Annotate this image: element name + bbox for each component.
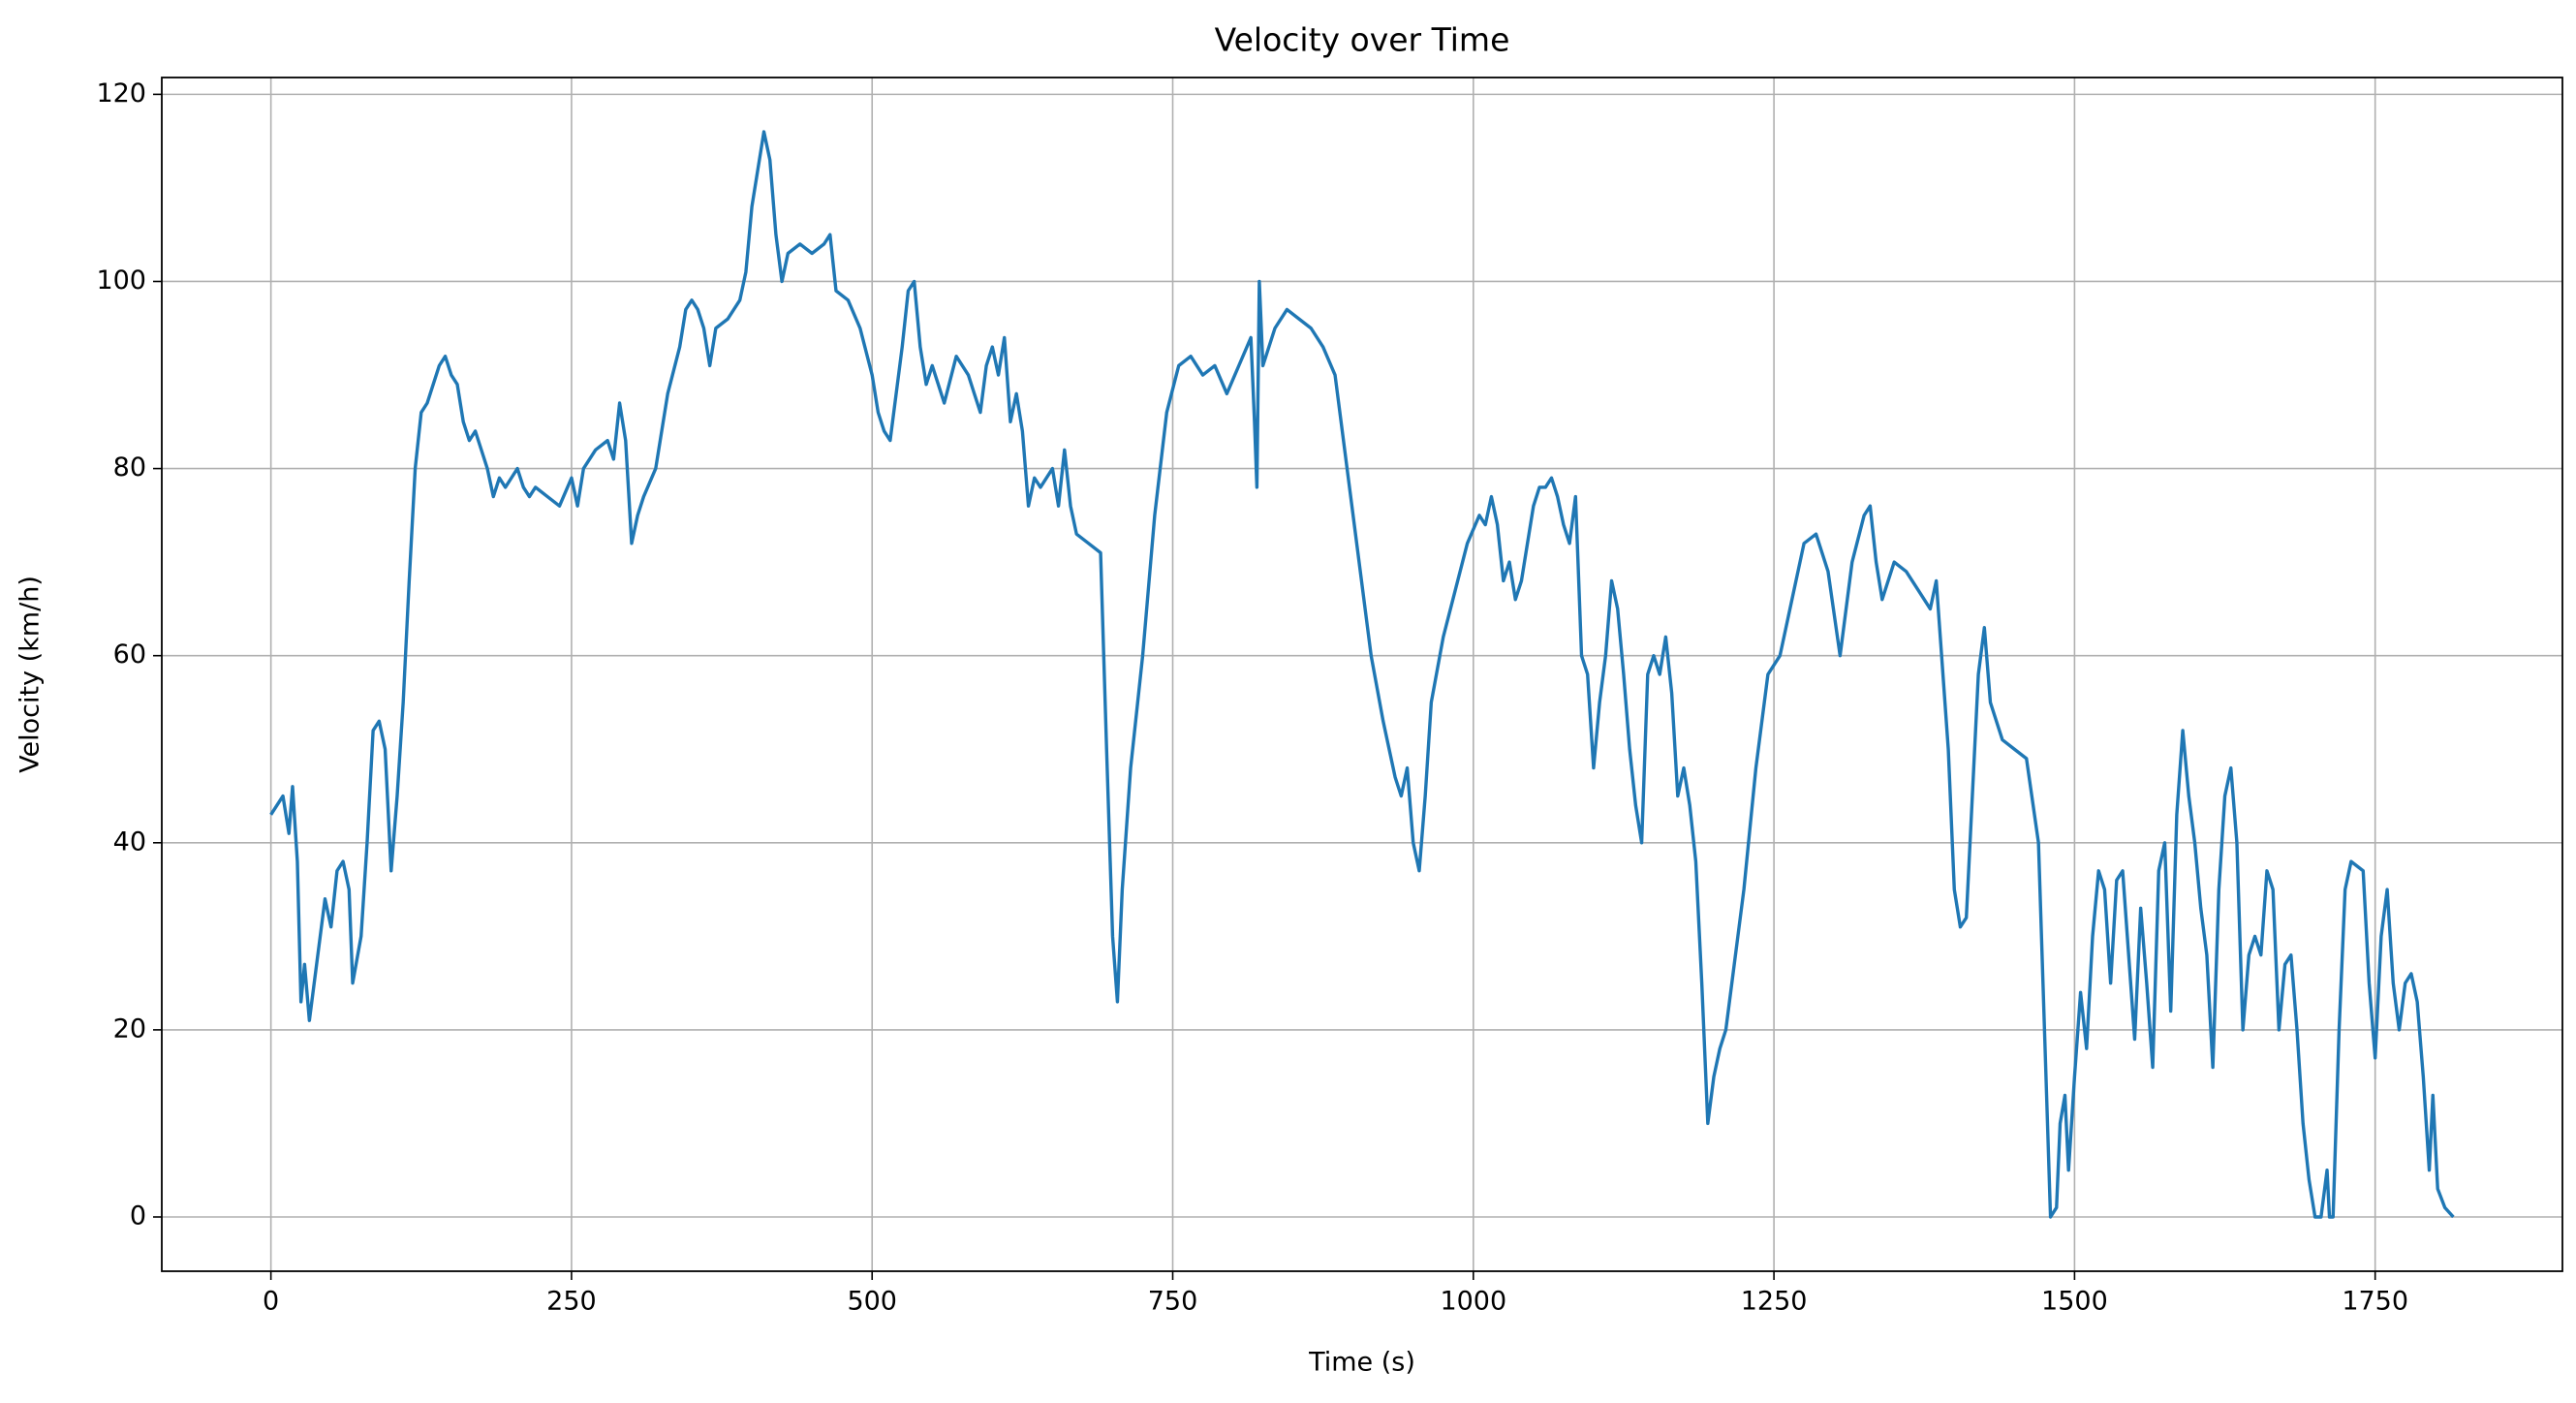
y-tick-label: 100 [96, 265, 146, 296]
data-line [269, 130, 2455, 1219]
y-tick-label: 40 [113, 826, 146, 857]
chart-title: Velocity over Time [1215, 21, 1510, 59]
y-axis-label: Velocity (km/h) [16, 576, 46, 773]
x-tick-label: 1750 [2342, 1287, 2408, 1317]
x-tick-label: 250 [546, 1287, 597, 1317]
x-tick-label: 0 [263, 1287, 279, 1317]
y-tick-label: 20 [113, 1013, 146, 1044]
y-tick-label: 80 [113, 452, 146, 483]
x-tick-label: 1000 [1440, 1287, 1506, 1317]
y-tick-label: 0 [130, 1201, 146, 1232]
x-tick-label: 750 [1148, 1287, 1198, 1317]
x-tick-label: 1500 [2041, 1287, 2108, 1317]
x-axis-label: Time (s) [1308, 1348, 1415, 1378]
x-tick-label: 500 [847, 1287, 897, 1317]
y-tick-label: 60 [113, 639, 146, 670]
plot-frame [161, 77, 2563, 1272]
y-tick-label: 120 [96, 78, 146, 109]
x-tick-label: 1250 [1741, 1287, 1808, 1317]
